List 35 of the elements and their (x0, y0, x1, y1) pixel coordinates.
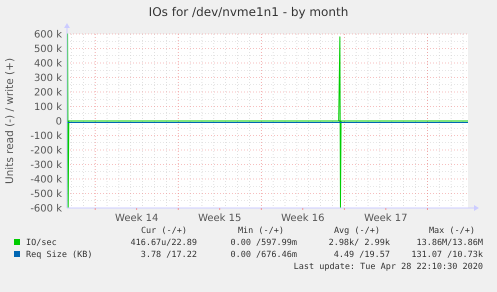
y-tick-label: -600 k (30, 204, 62, 214)
y-axis-title: Units read (-) / write (+) (4, 58, 16, 184)
text: Min (-/+) (238, 226, 284, 236)
text: Last update: Tue Apr 28 22:10:30 2020 (294, 262, 483, 272)
x-tick-label: Week 16 (281, 213, 324, 224)
y-tick-label: -500 k (30, 189, 62, 200)
y-tick-label: 0 (56, 116, 62, 128)
text: 2.98k/ 2.99k (328, 238, 390, 248)
text: 4.49 /19.57 (334, 250, 390, 260)
y-tick-label: 300 k (34, 73, 62, 84)
text: 3.78 /17.22 (140, 250, 197, 260)
y-tick-label: 500 k (34, 44, 62, 55)
text: Avg (-/+) (334, 226, 380, 236)
line-series (66, 34, 468, 208)
y-tick-label: 100 k (34, 102, 62, 113)
text: 131.07 /10.73k (411, 250, 483, 260)
y-tick-label: 400 k (34, 58, 62, 70)
text: Max (-/+) (428, 226, 475, 236)
y-tick-label: -400 k (30, 174, 62, 186)
text: 13.86M/13.86M (416, 238, 483, 248)
legend-label: Req Size (KB) (26, 250, 93, 260)
x-tick-label: Week 17 (364, 213, 408, 224)
legend-label: IO/sec (26, 238, 57, 248)
text: 416.67u/22.89 (130, 238, 197, 248)
y-tick-label: 200 k (34, 88, 62, 98)
y-tick-label: -300 k (30, 160, 62, 171)
y-tick-label: 600 k (34, 30, 62, 40)
y-tick-label: -100 k (30, 131, 62, 142)
text: 0.00 /676.46m (230, 250, 297, 260)
text: Cur (-/+) (140, 226, 187, 236)
x-tick-label: Week 15 (198, 213, 242, 224)
x-tick-label: Week 14 (115, 213, 158, 224)
text: 0.00 /597.99m (230, 238, 297, 248)
y-tick-label: -200 k (30, 146, 62, 156)
chart-title: IOs for /dev/nvme1n1 - by month (148, 5, 348, 19)
